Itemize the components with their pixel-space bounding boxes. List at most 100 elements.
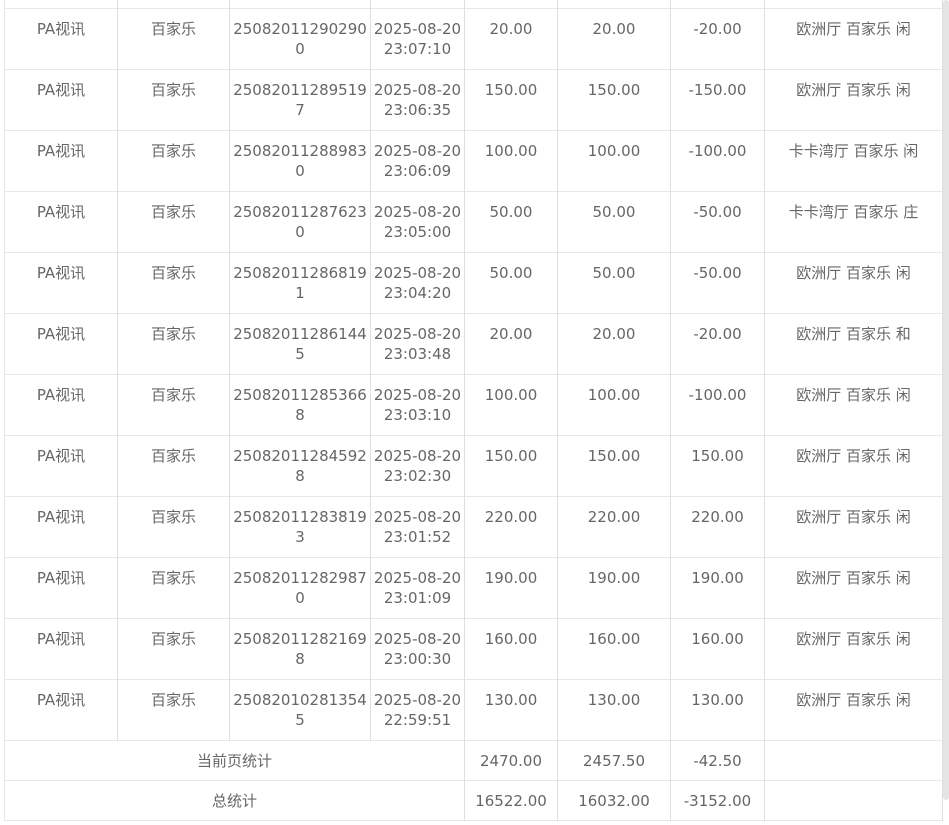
cell-detail: 卡卡湾厅 百家乐 庄 <box>764 191 943 253</box>
cell-time: 2025-08-20 23:03:48 <box>370 313 465 375</box>
cell-detail: 卡卡湾厅 百家乐 闲 <box>764 130 943 192</box>
cell-platform: PA视讯 <box>4 191 118 253</box>
cell-platform: PA视讯 <box>4 313 118 375</box>
table-row: PA视讯 百家乐 250820112845928 2025-08-20 23:02:3… <box>4 435 943 497</box>
page-summary-win: -42.50 <box>670 740 765 781</box>
cell-order: 250820112838193 <box>229 496 371 558</box>
cell-detail: 欧洲厅 百家乐 和 <box>764 313 943 375</box>
total-summary-win: -3152.00 <box>670 780 765 821</box>
cell-game: 百家乐 <box>117 679 230 741</box>
page-summary-label: 当前页统计 <box>4 740 465 781</box>
table-row: PA视讯 百家乐 250820112821698 2025-08-20 23:00:3… <box>4 618 943 680</box>
cell-game: 百家乐 <box>117 374 230 436</box>
cell-time: 2025-08-20 23:02:30 <box>370 435 465 497</box>
cell-win: -50.00 <box>670 252 765 314</box>
vertical-scrollbar[interactable] <box>943 0 949 800</box>
page-summary-row: 当前页统计 2470.00 2457.50 -42.50 <box>4 740 943 781</box>
cell-time: 2025-08-20 23:07:10 <box>370 8 465 70</box>
cell-valid: 150.00 <box>557 69 671 131</box>
cell-win: 130.00 <box>670 679 765 741</box>
cell-platform: PA视讯 <box>4 618 118 680</box>
cell-valid: 160.00 <box>557 618 671 680</box>
cell-game: 百家乐 <box>117 557 230 619</box>
cell-order: 250820112868191 <box>229 252 371 314</box>
cell-platform: PA视讯 <box>4 374 118 436</box>
cell-win: -20.00 <box>670 8 765 70</box>
total-summary-valid: 16032.00 <box>557 780 671 821</box>
table-row: PA视讯 百家乐 250820112838193 2025-08-20 23:01:5… <box>4 496 943 558</box>
table-row: PA视讯 百家乐 250820112829870 2025-08-20 23:01:0… <box>4 557 943 619</box>
cell-order: 250820112889830 <box>229 130 371 192</box>
cell-platform: PA视讯 <box>4 496 118 558</box>
cell-time: 2025-08-20 23:01:09 <box>370 557 465 619</box>
cell-detail: 欧洲厅 百家乐 闲 <box>764 679 943 741</box>
cell-valid: 50.00 <box>557 191 671 253</box>
cell-valid: 100.00 <box>557 374 671 436</box>
cell-order: 250820112829870 <box>229 557 371 619</box>
cell-win: 150.00 <box>670 435 765 497</box>
cell-game: 百家乐 <box>117 191 230 253</box>
cell-platform: PA视讯 <box>4 252 118 314</box>
cell-time: 2025-08-20 23:05:00 <box>370 191 465 253</box>
total-summary-empty <box>764 780 943 821</box>
cell-detail: 欧洲厅 百家乐 闲 <box>764 435 943 497</box>
bet-records-table-container: PA视讯 百家乐 250820112902900 2025-08-20 23:07:1… <box>4 0 943 821</box>
table-row: PA视讯 百家乐 250820112876230 2025-08-20 23:05:0… <box>4 191 943 253</box>
cell-valid: 100.00 <box>557 130 671 192</box>
cell-valid: 20.00 <box>557 8 671 70</box>
cell-game: 百家乐 <box>117 618 230 680</box>
cell-detail: 欧洲厅 百家乐 闲 <box>764 496 943 558</box>
total-summary-row: 总统计 16522.00 16032.00 -3152.00 <box>4 780 943 821</box>
cell-valid: 220.00 <box>557 496 671 558</box>
cell-win: -100.00 <box>670 374 765 436</box>
cell-bet: 20.00 <box>464 313 558 375</box>
cell-win: 160.00 <box>670 618 765 680</box>
cell-game: 百家乐 <box>117 313 230 375</box>
table-row-partial <box>4 0 943 9</box>
page-summary-empty <box>764 740 943 781</box>
cell-order: 250820102813545 <box>229 679 371 741</box>
cell-order: 250820112876230 <box>229 191 371 253</box>
cell-bet: 20.00 <box>464 8 558 70</box>
cell-bet: 150.00 <box>464 435 558 497</box>
cell-bet: 160.00 <box>464 618 558 680</box>
cell-time: 2025-08-20 23:00:30 <box>370 618 465 680</box>
total-summary-bet: 16522.00 <box>464 780 558 821</box>
cell-bet: 50.00 <box>464 252 558 314</box>
cell-time: 2025-08-20 23:06:09 <box>370 130 465 192</box>
cell-platform: PA视讯 <box>4 130 118 192</box>
cell-win: 190.00 <box>670 557 765 619</box>
cell-valid: 190.00 <box>557 557 671 619</box>
cell-game: 百家乐 <box>117 252 230 314</box>
cell-bet: 220.00 <box>464 496 558 558</box>
cell-win: -20.00 <box>670 313 765 375</box>
cell-order: 250820112853668 <box>229 374 371 436</box>
cell-valid: 150.00 <box>557 435 671 497</box>
cell-win: 220.00 <box>670 496 765 558</box>
cell-game: 百家乐 <box>117 496 230 558</box>
cell-time: 2025-08-20 23:01:52 <box>370 496 465 558</box>
table-row: PA视讯 百家乐 250820102813545 2025-08-20 22:59:5… <box>4 679 943 741</box>
cell-game: 百家乐 <box>117 130 230 192</box>
cell-valid: 20.00 <box>557 313 671 375</box>
table-row: PA视讯 百家乐 250820112895197 2025-08-20 23:06:3… <box>4 69 943 131</box>
cell-game: 百家乐 <box>117 435 230 497</box>
cell-order: 250820112821698 <box>229 618 371 680</box>
cell-order: 250820112861445 <box>229 313 371 375</box>
cell-time: 2025-08-20 22:59:51 <box>370 679 465 741</box>
cell-detail: 欧洲厅 百家乐 闲 <box>764 252 943 314</box>
cell-detail: 欧洲厅 百家乐 闲 <box>764 8 943 70</box>
table-row: PA视讯 百家乐 250820112868191 2025-08-20 23:04:2… <box>4 252 943 314</box>
bet-records-table: PA视讯 百家乐 250820112902900 2025-08-20 23:07:1… <box>4 0 943 821</box>
cell-order: 250820112845928 <box>229 435 371 497</box>
total-summary-label: 总统计 <box>4 780 465 821</box>
cell-win: -150.00 <box>670 69 765 131</box>
cell-order: 250820112902900 <box>229 8 371 70</box>
cell-platform: PA视讯 <box>4 69 118 131</box>
cell-platform: PA视讯 <box>4 8 118 70</box>
cell-time: 2025-08-20 23:06:35 <box>370 69 465 131</box>
table-row: PA视讯 百家乐 250820112853668 2025-08-20 23:03:1… <box>4 374 943 436</box>
cell-order: 250820112895197 <box>229 69 371 131</box>
cell-detail: 欧洲厅 百家乐 闲 <box>764 557 943 619</box>
cell-platform: PA视讯 <box>4 679 118 741</box>
